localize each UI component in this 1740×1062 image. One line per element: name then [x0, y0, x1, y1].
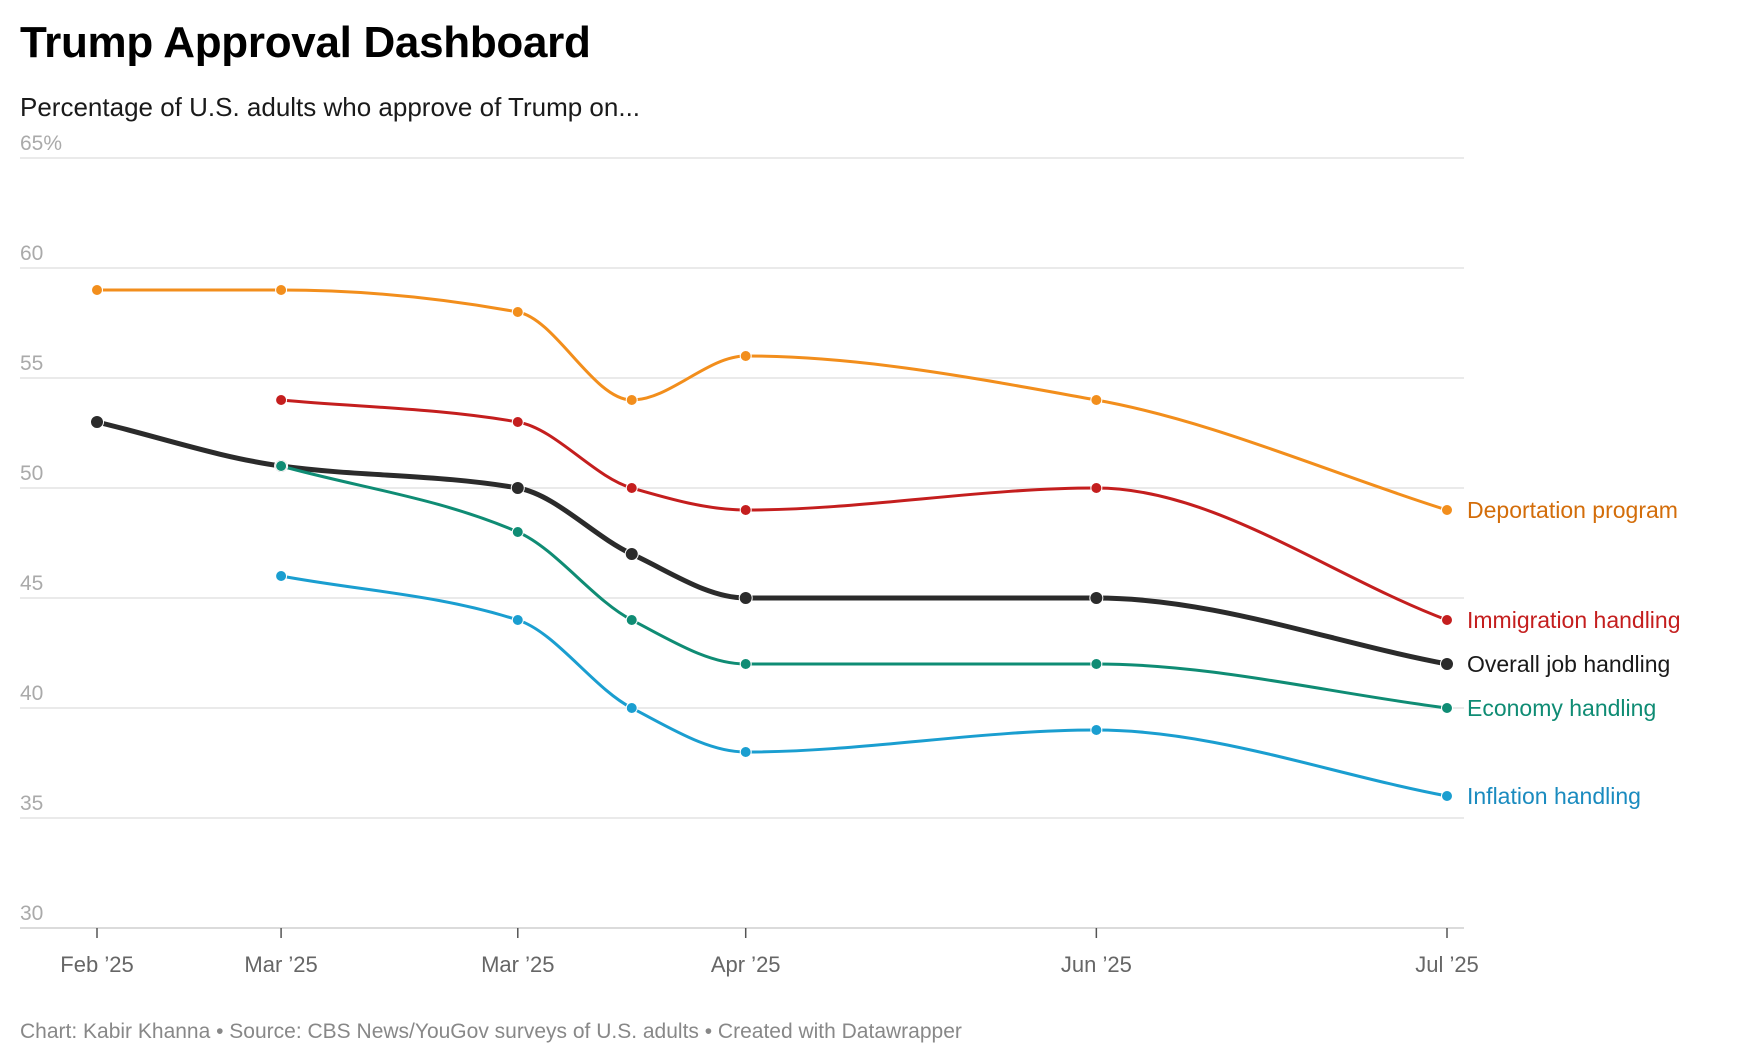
series-points	[90, 284, 1454, 802]
data-point	[1441, 504, 1453, 516]
data-point	[739, 658, 752, 670]
data-point	[1441, 790, 1453, 802]
x-tick-label: Feb ’25	[60, 952, 133, 977]
chart-footer-credit: Chart: Kabir Khanna • Source: CBS News/Y…	[20, 1020, 962, 1043]
y-tick-label: 40	[20, 682, 43, 705]
x-tick-label: Apr ’25	[711, 952, 781, 977]
data-point	[625, 394, 638, 406]
y-tick-label: 45	[20, 572, 43, 595]
data-point	[275, 460, 288, 472]
series-label: Overall job handling	[1467, 651, 1670, 677]
series-line	[279, 574, 1449, 798]
data-point	[275, 284, 288, 296]
data-point	[1090, 658, 1103, 670]
data-point	[91, 284, 103, 296]
series-line	[95, 288, 1449, 512]
y-tick-label: 65%	[20, 132, 62, 155]
y-axis-ticks: 30 35 40 45 50 55 60 65%	[20, 132, 62, 925]
data-point	[739, 746, 752, 758]
data-point	[275, 570, 288, 582]
y-tick-label: 35	[20, 792, 43, 815]
data-point	[739, 504, 752, 516]
series-label: Inflation handling	[1467, 783, 1641, 809]
y-tick-label: 50	[20, 462, 43, 485]
x-axis-ticks: Feb ’25 Mar ’25 Mar ’25 Apr ’25 Jun ’25 Jul ’…	[60, 928, 1479, 977]
chart-subtitle: Percentage of U.S. adults who approve of…	[20, 92, 641, 122]
data-point	[739, 350, 752, 362]
data-point	[1440, 657, 1454, 671]
x-tick-label: Jul ’25	[1415, 952, 1479, 977]
data-point	[275, 394, 288, 406]
series-labels: Deportation program Immigration handling O…	[1467, 497, 1681, 809]
y-tick-label: 30	[20, 902, 43, 925]
x-tick-label: Jun ’25	[1061, 952, 1132, 977]
series-lines	[94, 288, 1450, 798]
data-point	[511, 416, 524, 428]
data-point	[1089, 591, 1104, 605]
gridlines	[20, 157, 1464, 929]
series-label: Economy handling	[1467, 695, 1656, 721]
data-point	[625, 614, 638, 626]
data-point	[511, 526, 524, 538]
data-point	[625, 702, 638, 714]
data-point	[511, 306, 524, 318]
y-tick-label: 55	[20, 352, 43, 375]
series-label: Deportation program	[1467, 497, 1678, 523]
data-point	[511, 614, 524, 626]
series-label: Immigration handling	[1467, 607, 1681, 633]
x-tick-label: Mar ’25	[244, 952, 317, 977]
data-point	[1090, 394, 1103, 406]
data-point	[510, 481, 525, 495]
data-point	[1441, 614, 1453, 626]
data-point	[738, 591, 753, 605]
series-line	[94, 419, 1450, 667]
chart-title: Trump Approval Dashboard	[20, 18, 591, 67]
data-point	[625, 482, 638, 494]
data-point	[1090, 482, 1103, 494]
data-point	[90, 415, 104, 429]
data-point	[1441, 702, 1453, 714]
series-line	[279, 464, 1449, 710]
data-point	[624, 547, 639, 561]
x-tick-label: Mar ’25	[481, 952, 554, 977]
y-tick-label: 60	[20, 242, 43, 265]
data-point	[1090, 724, 1103, 736]
